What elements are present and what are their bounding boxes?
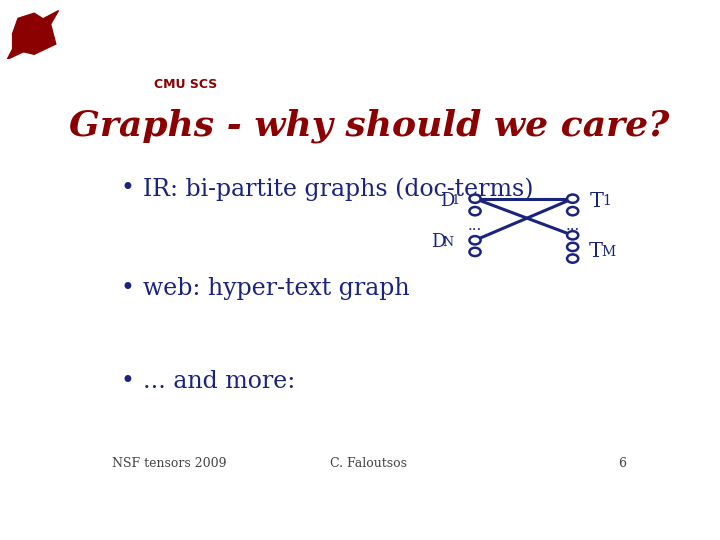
Text: IR: bi-partite graphs (doc-terms): IR: bi-partite graphs (doc-terms) xyxy=(143,177,534,200)
Text: •: • xyxy=(121,370,135,394)
Polygon shape xyxy=(34,11,58,33)
Text: T: T xyxy=(590,192,603,211)
Text: web: hyper-text graph: web: hyper-text graph xyxy=(143,277,410,300)
Circle shape xyxy=(567,207,578,215)
Text: ...: ... xyxy=(468,219,482,233)
Text: ... and more:: ... and more: xyxy=(143,370,295,394)
Circle shape xyxy=(567,194,578,203)
Text: N: N xyxy=(443,236,454,249)
Text: 1: 1 xyxy=(602,194,611,208)
Polygon shape xyxy=(13,13,56,54)
Polygon shape xyxy=(7,49,23,59)
Text: T: T xyxy=(588,241,603,260)
Text: •: • xyxy=(121,277,135,300)
Text: C. Faloutsos: C. Faloutsos xyxy=(330,457,408,470)
Circle shape xyxy=(567,243,578,251)
Text: 6: 6 xyxy=(618,457,626,470)
Circle shape xyxy=(469,248,481,256)
Text: Graphs - why should we care?: Graphs - why should we care? xyxy=(69,109,669,143)
Circle shape xyxy=(567,254,578,263)
Text: NSF tensors 2009: NSF tensors 2009 xyxy=(112,457,227,470)
Text: M: M xyxy=(601,245,616,259)
Text: D: D xyxy=(441,192,455,210)
Text: D: D xyxy=(431,233,446,251)
Circle shape xyxy=(469,207,481,215)
Circle shape xyxy=(469,236,481,245)
Text: ...: ... xyxy=(565,219,580,233)
Circle shape xyxy=(567,231,578,239)
Circle shape xyxy=(469,194,481,203)
Text: CMU SCS: CMU SCS xyxy=(154,78,217,91)
Text: •: • xyxy=(121,177,135,200)
Text: 1: 1 xyxy=(451,194,459,207)
